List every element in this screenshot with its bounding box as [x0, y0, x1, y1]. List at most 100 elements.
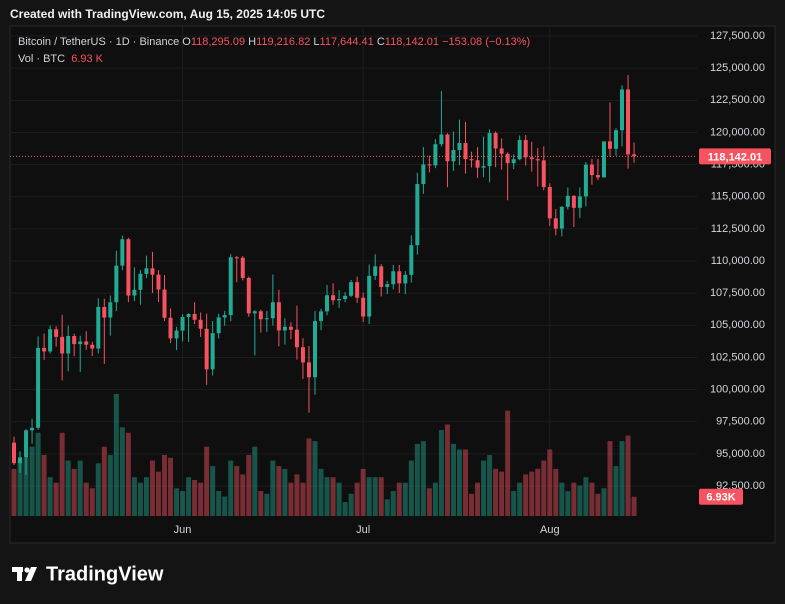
candle-body	[475, 160, 480, 168]
volume-bar	[119, 427, 125, 516]
legend-row: Bitcoin / TetherUS · 1D · Binance O118,2…	[18, 34, 530, 51]
volume-bar	[372, 477, 378, 516]
y-tick-label: 122,500.00	[710, 94, 765, 106]
volume-bar	[240, 474, 246, 516]
volume-bar	[168, 457, 174, 516]
candle-body	[331, 295, 336, 301]
y-tick-label: 127,500.00	[710, 30, 765, 42]
volume-bar	[408, 460, 414, 516]
volume-bar	[186, 477, 192, 516]
candle-body	[457, 143, 462, 151]
volume-bar	[65, 460, 71, 516]
volume-bar	[336, 482, 342, 516]
candle-body	[487, 133, 492, 167]
candle-body	[607, 141, 612, 149]
candle-body	[571, 195, 576, 208]
candle-body	[252, 311, 257, 314]
candle-body	[138, 273, 143, 290]
volume-bar	[41, 455, 47, 516]
candle-body	[114, 265, 119, 303]
candle-body	[541, 160, 546, 188]
candle-body	[144, 268, 149, 274]
candle-body	[30, 427, 35, 431]
candle-body	[614, 130, 618, 149]
volume-bar	[571, 482, 577, 516]
volume-bar	[354, 482, 360, 516]
volume-bar	[113, 394, 119, 516]
volume-bar	[53, 482, 59, 516]
volume-bar	[143, 477, 149, 516]
volume-bar	[577, 485, 583, 516]
candle-body	[535, 159, 540, 161]
volume-bar	[252, 446, 258, 516]
volume-bar	[222, 496, 228, 516]
volume-bar	[318, 468, 324, 516]
volume-label: Vol · BTC	[18, 53, 66, 65]
volume-bar	[180, 491, 186, 516]
candle-body	[367, 275, 372, 317]
volume-bar	[378, 477, 384, 516]
volume-bar	[155, 471, 161, 516]
candle-body	[288, 326, 293, 330]
y-tick-label: 100,000.00	[710, 384, 765, 396]
candle-body	[36, 347, 41, 428]
candle-body	[325, 295, 330, 312]
volume-bar	[414, 443, 420, 516]
volume-bar	[300, 482, 306, 516]
volume-bar	[131, 477, 137, 516]
candle-body	[126, 239, 131, 296]
high-label: H	[248, 36, 257, 48]
candle-body	[210, 333, 215, 370]
volume-bar	[553, 468, 559, 516]
volume-bar	[438, 430, 444, 516]
candle-body	[595, 175, 600, 178]
volume-bar	[107, 455, 113, 516]
candle-body	[72, 336, 77, 345]
candle-body	[355, 282, 360, 298]
y-tick-label: 95,000.00	[716, 448, 765, 460]
volume-bar	[264, 493, 270, 516]
volume-bar	[613, 466, 619, 516]
volume-bar	[258, 491, 264, 516]
candle-body	[150, 268, 155, 275]
volume-bar	[583, 477, 589, 516]
candle-body	[577, 196, 582, 208]
x-tick-label: Jul	[356, 524, 370, 536]
candle-body	[511, 159, 516, 164]
candle-body	[385, 284, 390, 287]
candle-body	[397, 271, 402, 284]
candle-body	[319, 311, 324, 322]
volume-bar	[324, 477, 330, 516]
candle-body	[409, 245, 414, 275]
volume-bar	[276, 466, 282, 516]
candle-body	[306, 362, 311, 378]
symbol: Bitcoin / TetherUS · 1D · Binance	[18, 36, 180, 48]
candle-body	[632, 154, 637, 157]
volume-bar	[487, 455, 493, 516]
candle-body	[523, 139, 528, 158]
volume-bar	[77, 460, 83, 516]
candle-body	[601, 141, 606, 178]
volume-bar	[631, 496, 637, 516]
y-tick-label: 102,500.00	[710, 351, 765, 363]
candle-body	[186, 313, 191, 318]
volume-bar	[312, 441, 318, 516]
low-value: 117,644.41	[319, 36, 374, 48]
volume-bar	[149, 460, 155, 516]
volume-bar	[360, 468, 366, 516]
volume-bar	[192, 479, 198, 516]
y-tick-label: 120,000.00	[710, 126, 765, 138]
candle-body	[12, 442, 16, 464]
candle-body	[379, 266, 384, 287]
candle-body	[300, 347, 305, 363]
candle-body	[565, 195, 570, 207]
volume-bar	[547, 449, 553, 516]
volume-bar	[342, 502, 348, 516]
candle-body	[132, 289, 137, 296]
candle-body	[505, 153, 510, 164]
volume-bar	[607, 441, 613, 516]
volume-bar	[505, 410, 511, 516]
volume-bar	[330, 477, 336, 516]
candle-body	[264, 318, 269, 320]
